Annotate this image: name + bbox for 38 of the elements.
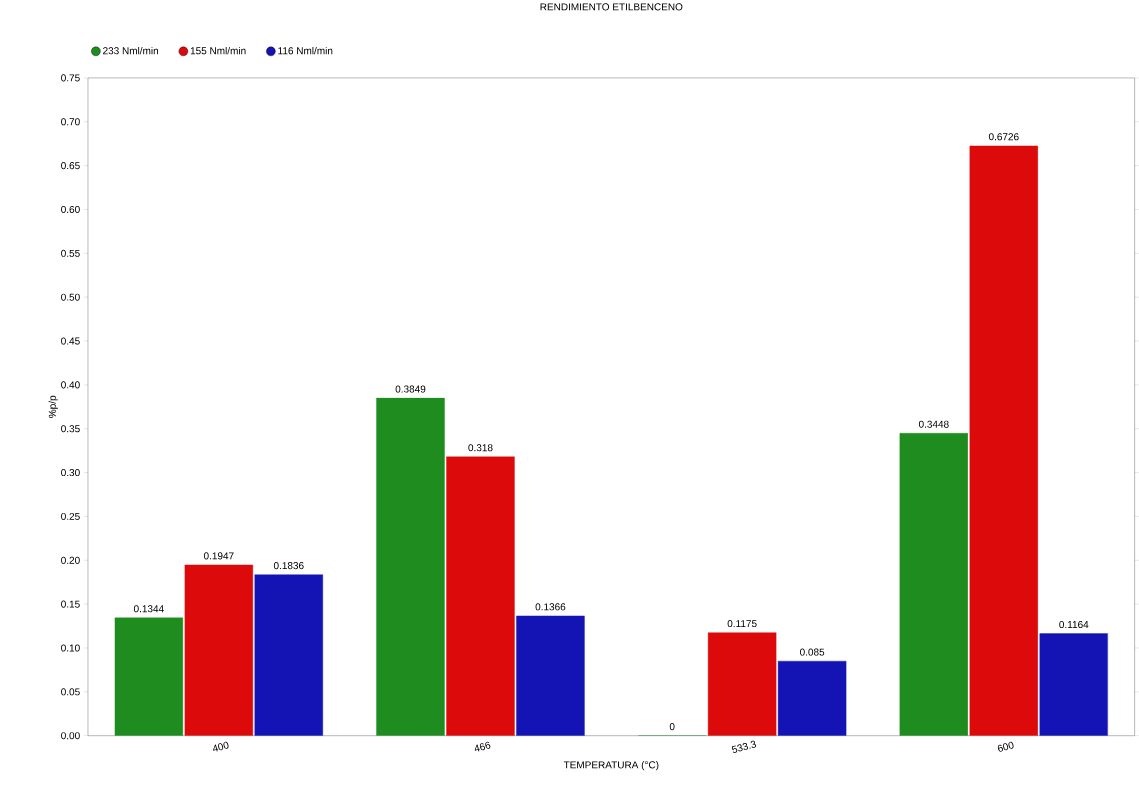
x-tick-label: 600	[997, 741, 1014, 752]
data-label: 0.1344	[133, 605, 164, 613]
x-tick-label: 533.3	[731, 740, 757, 754]
data-label: 0.6726	[988, 133, 1019, 141]
data-label: 0.085	[800, 648, 825, 656]
data-label: 0.1947	[203, 552, 234, 560]
y-tick-label: 0.25	[61, 513, 80, 521]
y-tick-label: 0.75	[61, 74, 80, 82]
y-tick-label: 0.00	[61, 732, 80, 740]
legend-label: 116 Nml/min	[278, 47, 333, 55]
y-tick-label: 0.60	[61, 206, 80, 214]
y-tick-label: 0.05	[61, 688, 80, 696]
data-label: 0.3849	[395, 385, 426, 393]
y-tick-label: 0.45	[61, 337, 80, 345]
data-label: 0.1175	[727, 620, 757, 628]
y-tick-label: 0.40	[61, 381, 80, 389]
y-tick-label: 0.65	[61, 162, 80, 170]
data-label: 0.3448	[918, 420, 949, 428]
y-tick-label: 0.10	[61, 644, 80, 652]
chart-title: RENDIMIENTO ETILBENCENO	[540, 3, 683, 11]
legend-label: 233 Nml/min	[103, 47, 159, 55]
y-tick-label: 0.70	[61, 118, 80, 126]
x-axis-title: TEMPERATURA (°C)	[563, 761, 659, 771]
y-tick-label: 0.50	[61, 293, 80, 301]
data-label: 0.318	[468, 444, 493, 452]
data-label: 0.1164	[1059, 621, 1089, 629]
y-tick-label: 0.35	[61, 425, 80, 433]
x-tick-label: 400	[213, 741, 229, 752]
data-label: 0.1366	[535, 603, 566, 611]
legend-label: 155 Nml/min	[190, 47, 246, 55]
data-label: 0.1836	[273, 562, 304, 570]
y-tick-label: 0.20	[61, 556, 80, 564]
data-label: 0	[669, 723, 675, 731]
y-tick-label: 0.15	[61, 600, 80, 608]
y-tick-label: 0.55	[61, 249, 80, 258]
x-tick-label: 466	[474, 741, 491, 752]
y-tick-label: 0.30	[61, 469, 80, 477]
y-axis-title: %p/p	[48, 395, 58, 418]
